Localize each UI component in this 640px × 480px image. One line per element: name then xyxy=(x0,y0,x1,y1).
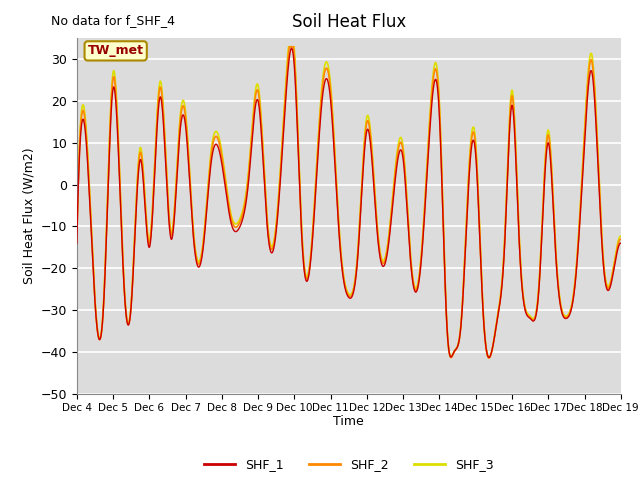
X-axis label: Time: Time xyxy=(333,415,364,428)
Legend: SHF_1, SHF_2, SHF_3: SHF_1, SHF_2, SHF_3 xyxy=(199,453,499,476)
Y-axis label: Soil Heat Flux (W/m2): Soil Heat Flux (W/m2) xyxy=(22,148,35,284)
Title: Soil Heat Flux: Soil Heat Flux xyxy=(292,13,406,31)
Text: TW_met: TW_met xyxy=(88,44,144,58)
Text: No data for f_SHF_4: No data for f_SHF_4 xyxy=(51,14,175,27)
